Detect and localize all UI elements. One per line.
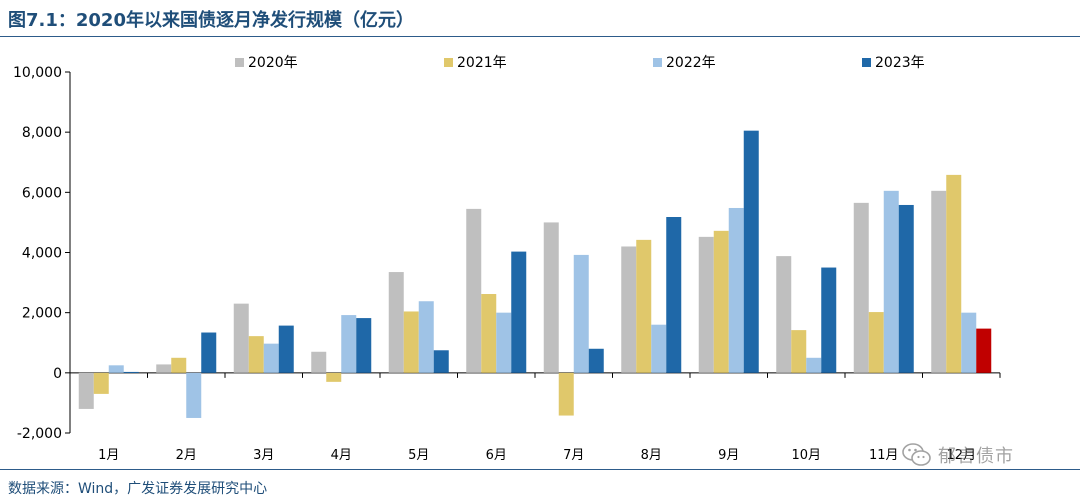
bar: [898, 204, 914, 373]
bar: [558, 372, 574, 416]
bar: [326, 372, 342, 382]
bar: [821, 267, 837, 373]
legend-label: 2022年: [666, 55, 716, 71]
bar: [636, 239, 652, 373]
x-tick-label: 2月: [176, 448, 197, 463]
bar: [418, 301, 434, 373]
y-tick-label: 2,000: [22, 306, 62, 322]
chart-bars: [78, 130, 992, 418]
y-tick-label: 0: [53, 366, 62, 382]
bottom-rule: [0, 469, 1080, 470]
bar: [588, 348, 604, 373]
bar: [341, 315, 357, 373]
legend-label: 2021年: [457, 55, 507, 71]
y-tick-label: 10,000: [13, 65, 62, 81]
x-tick-label: 5月: [408, 448, 429, 463]
bar: [156, 364, 172, 373]
bar: [93, 372, 109, 394]
bar: [666, 217, 682, 373]
bar: [621, 246, 637, 373]
bar: [263, 343, 279, 373]
y-tick-label: 6,000: [22, 185, 62, 201]
bar: [403, 311, 419, 373]
bar: [868, 312, 884, 373]
x-tick-label: 9月: [718, 448, 739, 463]
bar: [883, 190, 899, 373]
bar: [248, 336, 264, 373]
bar: [853, 202, 869, 373]
bar: [698, 236, 714, 373]
x-tick-label: 11月: [869, 448, 899, 463]
bar: [573, 254, 589, 373]
bar: [543, 222, 559, 373]
bar: [123, 371, 139, 373]
x-tick-label: 12月: [946, 448, 976, 463]
bar: [278, 325, 294, 373]
bar: [233, 303, 249, 373]
bar: [496, 312, 512, 373]
bar: [713, 230, 729, 373]
x-tick-label: 7月: [563, 448, 584, 463]
bar: [201, 332, 217, 373]
bar: [433, 350, 449, 373]
source-note: 数据来源：Wind，广发证券发展研究中心: [8, 481, 268, 497]
bar: [976, 328, 992, 373]
x-tick-label: 10月: [791, 448, 821, 463]
bar: [946, 174, 962, 373]
legend-label: 2020年: [248, 55, 298, 71]
bar: [311, 351, 327, 373]
x-tick-label: 4月: [331, 448, 352, 463]
chart-axes: -2,000 0 2,000 4,000 6,000 8,000 10,000 1月 2月 3月 4…: [13, 65, 1001, 463]
title-bar: 图7.1：2020年以来国债逐月净发行规模（亿元）: [0, 0, 1080, 37]
wechat-icon: [902, 443, 931, 466]
x-tick-label: 8月: [641, 448, 662, 463]
x-tick-label: 1月: [98, 448, 119, 463]
legend-swatch: [653, 58, 662, 67]
bar: [186, 372, 202, 418]
chart-legend: 2020年 2021年 2022年 2023年: [235, 55, 925, 71]
bar: [651, 324, 667, 373]
bar: [108, 365, 124, 373]
bar: [356, 318, 372, 373]
watermark: 郁言债市: [902, 442, 1014, 468]
bar: [791, 330, 807, 373]
bar: [388, 272, 404, 373]
y-tick-label: 4,000: [22, 246, 62, 262]
y-tick-label: 8,000: [22, 125, 62, 141]
bar: [511, 251, 527, 373]
bar: [776, 256, 792, 373]
y-tick-label: -2,000: [17, 426, 62, 442]
bar: [171, 357, 187, 373]
bar: [728, 207, 744, 373]
bar: [743, 130, 759, 373]
legend-swatch: [444, 58, 453, 67]
x-tick-label: 6月: [486, 448, 507, 463]
bar: [931, 190, 947, 373]
legend-swatch: [235, 58, 244, 67]
page-title: 图7.1：2020年以来国债逐月净发行规模（亿元）: [8, 10, 414, 31]
x-tick-label: 3月: [253, 448, 274, 463]
legend-label: 2023年: [875, 55, 925, 71]
bar: [481, 294, 497, 373]
bar: [78, 372, 94, 409]
bar: [961, 312, 977, 373]
watermark-text: 郁言债市: [938, 446, 1014, 467]
bar: [806, 357, 822, 373]
legend-swatch: [862, 58, 871, 67]
bar: [466, 208, 482, 373]
bar-chart: -2,000 0 2,000 4,000 6,000 8,000 10,000 1月 2月 3月 4…: [13, 55, 1001, 463]
